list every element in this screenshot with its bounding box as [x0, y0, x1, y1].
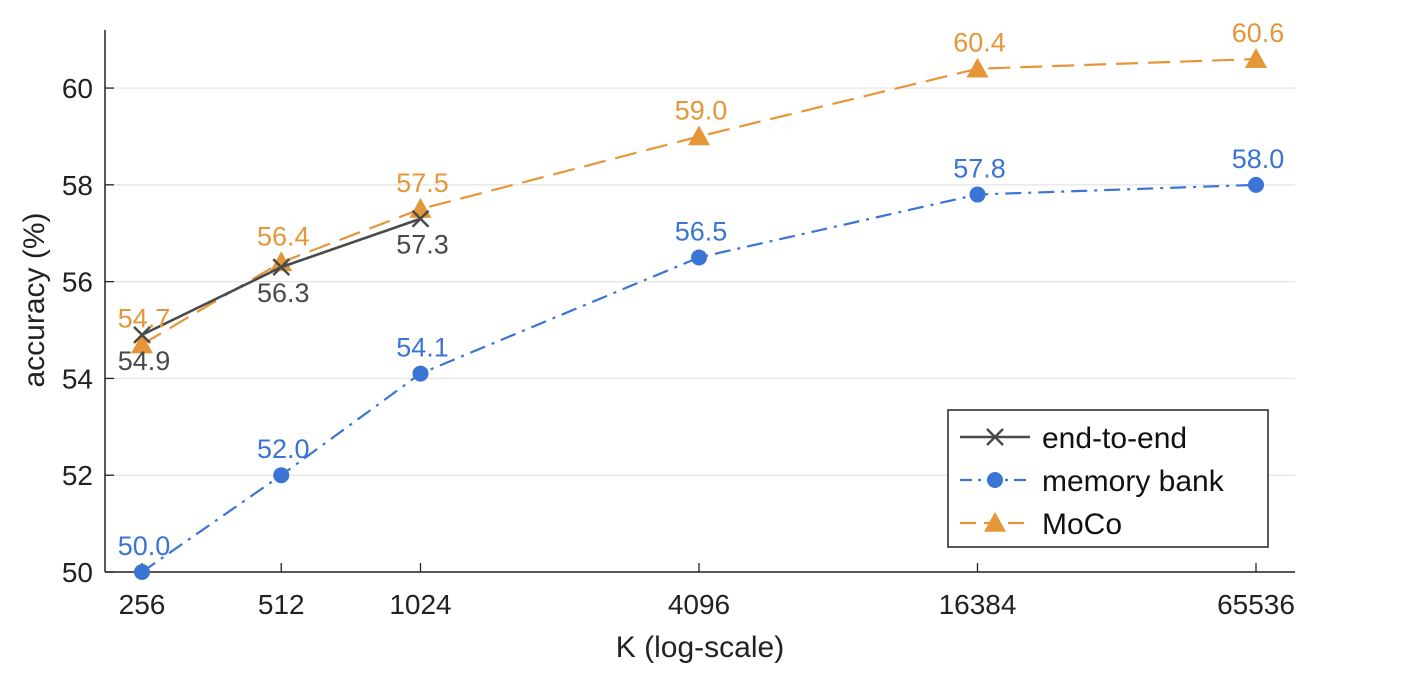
memory-bank-value-label: 50.0 — [118, 531, 171, 561]
end-to-end-value-label: 57.3 — [396, 230, 449, 260]
moco-point — [409, 198, 432, 218]
moco-value-label: 60.4 — [953, 28, 1006, 58]
y-tick-label: 56 — [62, 267, 93, 298]
memory-bank-value-label: 56.5 — [675, 216, 728, 246]
moco-value-label: 57.5 — [396, 168, 449, 198]
legend-label: MoCo — [1042, 508, 1122, 541]
memory-bank-value-label: 58.0 — [1232, 144, 1285, 174]
legend-marker — [986, 428, 1004, 446]
moco-line — [141, 57, 1257, 346]
x-tick-label: 65536 — [1217, 589, 1295, 620]
x-tick-label: 4096 — [668, 589, 730, 620]
axes — [104, 30, 1295, 573]
legend-marker — [984, 512, 1006, 532]
x-tick-label: 1024 — [389, 589, 451, 620]
moco-point — [688, 125, 710, 146]
legend-item-end-to-end: end-to-end — [960, 422, 1187, 455]
memory-bank-line — [141, 183, 1257, 573]
moco-point — [1245, 48, 1267, 68]
y-tick-label: 52 — [62, 460, 93, 491]
x-tick-label: 16384 — [939, 589, 1017, 620]
moco-point — [131, 333, 153, 354]
data-series — [131, 48, 1267, 580]
memory-bank-point — [1248, 176, 1264, 193]
y-tick-label: 50 — [62, 557, 93, 588]
memory-bank-value-label: 57.8 — [953, 154, 1006, 184]
moco-point — [966, 57, 989, 78]
y-tick-label: 60 — [62, 73, 93, 104]
end-to-end-point — [411, 209, 430, 228]
memory-bank-point — [412, 365, 429, 382]
moco-value-label: 56.4 — [257, 221, 310, 251]
end-to-end-value-label: 56.3 — [257, 278, 310, 308]
legend-label: end-to-end — [1042, 422, 1187, 455]
memory-bank-value-label: 54.1 — [396, 333, 449, 363]
legend-item-memory-bank: memory bank — [960, 465, 1225, 498]
legend-marker — [987, 472, 1003, 488]
legend-label: memory bank — [1042, 465, 1225, 498]
memory-bank-point — [273, 467, 290, 484]
y-tick-label: 58 — [62, 170, 93, 201]
memory-bank-point — [691, 249, 707, 266]
end-to-end-point — [133, 325, 151, 344]
legend-item-moco: MoCo — [960, 508, 1122, 541]
x-axis-label: K (log-scale) — [616, 631, 784, 664]
x-tick-label: 256 — [119, 589, 166, 620]
end-to-end-point — [272, 258, 291, 277]
moco-value-label: 60.6 — [1232, 18, 1285, 48]
memory-bank-point — [969, 186, 986, 203]
end-to-end-value-label: 54.9 — [118, 346, 171, 376]
memory-bank-point — [134, 564, 150, 580]
moco-value-label: 54.7 — [118, 304, 171, 334]
y-tick-label: 54 — [62, 363, 93, 394]
y-axis-label: accuracy (%) — [18, 212, 51, 387]
data-labels: 50.0 52.0 54.1 56.5 57.8 58.0 54.7 56.4 57.5 59.0… — [118, 18, 1285, 561]
moco-value-label: 59.0 — [675, 95, 728, 125]
x-tick-label: 512 — [258, 589, 305, 620]
tick-marks-and-labels: 50 52 54 56 58 60 256 512 1024 4096 16384 65536 — [62, 73, 1295, 620]
legend: end-to-end memory bank MoCo — [947, 409, 1269, 548]
memory-bank-value-label: 52.0 — [257, 434, 310, 464]
